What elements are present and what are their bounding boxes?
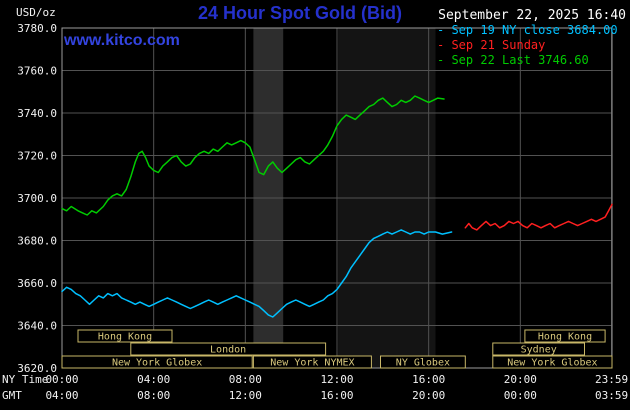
y-tick-label: 3720.0 [17, 150, 57, 163]
gmt-axis-label: GMT [2, 389, 22, 402]
x-tick-ny-label: 00:00 [45, 373, 78, 386]
x-tick-gmt-label: 12:00 [229, 389, 262, 402]
x-tick-ny-label: 23:59 [595, 373, 628, 386]
y-tick-label: 3780.0 [17, 22, 57, 35]
y-tick-label: 3740.0 [17, 107, 57, 120]
session-box [77, 329, 173, 343]
session-label: New York Globex [112, 358, 202, 369]
kitco-watermark-link[interactable]: www.kitco.com [64, 32, 180, 49]
datetime-label: September 22, 2025 16:40 [438, 8, 626, 23]
session-label: New York NYMEX [270, 358, 354, 369]
page-title: 24 Hour Spot Gold (Bid) [198, 3, 402, 23]
x-tick-ny-label: 16:00 [412, 373, 445, 386]
session-box [492, 342, 585, 356]
legend: - Sep 19 NY close 3684.00 - Sep 21 Sunda… [437, 23, 618, 68]
series-line-sep-21-sunday [464, 203, 613, 231]
y-tick-label: 3660.0 [17, 277, 57, 290]
y-tick-label: 3620.0 [17, 362, 57, 375]
session-label: Sydney [521, 345, 557, 356]
x-tick-ny-label: 12:00 [320, 373, 353, 386]
session-label: London [210, 345, 246, 356]
y-axis-units-label: USD/oz [16, 6, 56, 19]
y-tick-label: 3640.0 [17, 320, 57, 333]
x-tick-gmt-label: 03:59 [595, 389, 628, 402]
session-box [252, 355, 372, 369]
session-box [492, 355, 613, 369]
legend-item: - Sep 19 NY close 3684.00 [437, 23, 618, 37]
x-tick-gmt-label: 00:00 [504, 389, 537, 402]
x-tick-gmt-label: 04:00 [45, 389, 78, 402]
session-label: Hong Kong [538, 332, 592, 343]
ny-time-axis-label: NY Time [2, 373, 49, 386]
series-line-sep-22-last [61, 95, 445, 216]
x-tick-ny-label: 20:00 [504, 373, 537, 386]
x-tick-gmt-label: 16:00 [320, 389, 353, 402]
y-tick-label: 3760.0 [17, 65, 57, 78]
session-box [380, 355, 466, 369]
session-box [61, 355, 253, 369]
legend-item: - Sep 21 Sunday [437, 38, 546, 52]
session-label: NY Globex [396, 358, 450, 369]
y-tick-label: 3700.0 [17, 192, 57, 205]
x-tick-gmt-label: 08:00 [137, 389, 170, 402]
session-label: Hong Kong [98, 332, 152, 343]
legend-item: - Sep 22 Last 3746.60 [437, 53, 589, 67]
session-label: New York Globex [507, 358, 597, 369]
series-line-sep-19-ny-close [61, 229, 453, 318]
session-box [130, 342, 327, 356]
x-tick-ny-label: 08:00 [229, 373, 262, 386]
y-tick-label: 3680.0 [17, 235, 57, 248]
session-box [524, 329, 606, 343]
x-tick-ny-label: 04:00 [137, 373, 170, 386]
x-tick-gmt-label: 20:00 [412, 389, 445, 402]
